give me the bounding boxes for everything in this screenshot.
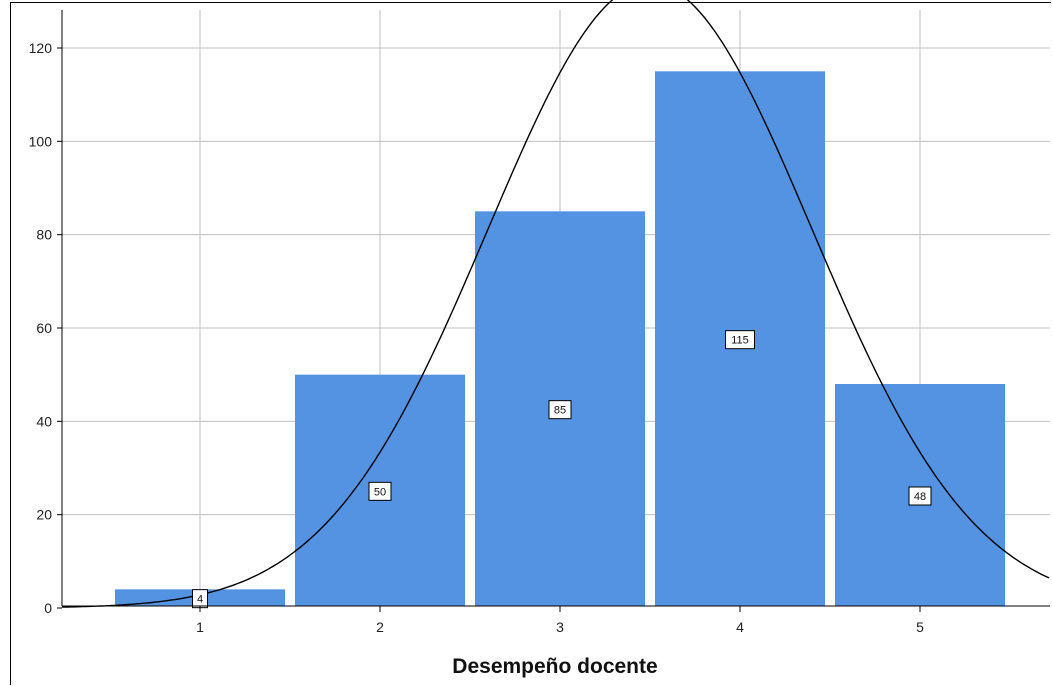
- data-label: 50: [374, 486, 386, 498]
- y-tick-label: 120: [29, 40, 53, 56]
- data-labels-layer: 4 50 85 115 48: [192, 330, 932, 609]
- curve-layer: [62, 0, 1050, 608]
- y-tick-label: 0: [44, 600, 52, 616]
- data-label: 48: [914, 491, 926, 503]
- data-label-box: [368, 481, 392, 501]
- y-tick-label: 80: [36, 227, 52, 243]
- data-label-box: [725, 330, 755, 350]
- data-label: 115: [731, 335, 749, 347]
- x-tick-label: 1: [196, 619, 204, 635]
- y-tick-label: 100: [29, 133, 53, 149]
- data-label: 4: [197, 594, 203, 606]
- y-tick-label: 20: [36, 507, 52, 523]
- y-tick-label: 40: [36, 413, 52, 429]
- data-label-box: [548, 400, 572, 420]
- x-tick-label: 2: [376, 619, 384, 635]
- chart-frame: [10, 2, 1051, 685]
- x-tick-label: 5: [916, 619, 924, 635]
- data-label: 85: [554, 405, 566, 417]
- x-tick-label: 3: [556, 619, 564, 635]
- x-axis-title: Desempeño docente: [452, 655, 657, 678]
- normal-distribution-curve: [62, 0, 1050, 608]
- x-tick-label: 4: [736, 619, 744, 635]
- axis-layer: 0 20 40 60 80 100 120 1 2 3 4 5: [29, 10, 1050, 635]
- data-label-box: [908, 486, 932, 506]
- y-tick-label: 60: [36, 320, 52, 336]
